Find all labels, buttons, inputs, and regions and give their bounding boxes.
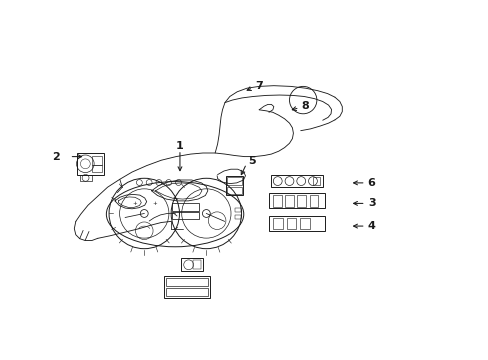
Bar bbox=[227, 177, 241, 185]
Text: 2: 2 bbox=[52, 152, 60, 162]
Bar bbox=[227, 186, 241, 194]
Bar bbox=[163, 276, 210, 298]
Text: +: + bbox=[152, 201, 156, 206]
Bar bbox=[285, 195, 293, 207]
Bar bbox=[297, 195, 305, 207]
Bar bbox=[166, 288, 207, 297]
Bar bbox=[272, 218, 282, 229]
Bar bbox=[235, 208, 241, 212]
Bar bbox=[172, 212, 199, 219]
Bar bbox=[181, 258, 203, 271]
Text: 5: 5 bbox=[247, 156, 255, 166]
Text: 4: 4 bbox=[367, 221, 375, 231]
Bar bbox=[312, 177, 320, 185]
Bar bbox=[166, 278, 207, 287]
Bar bbox=[77, 153, 104, 175]
Bar bbox=[268, 193, 325, 208]
Bar bbox=[309, 195, 318, 207]
Text: 1: 1 bbox=[176, 141, 183, 151]
Bar bbox=[271, 175, 322, 187]
Text: 7: 7 bbox=[255, 81, 263, 91]
Bar bbox=[272, 195, 281, 207]
Text: 6: 6 bbox=[367, 178, 375, 188]
Bar bbox=[172, 203, 199, 211]
Bar bbox=[300, 218, 309, 229]
Text: 8: 8 bbox=[301, 101, 309, 111]
Bar bbox=[268, 216, 325, 231]
Bar bbox=[286, 218, 296, 229]
Bar bbox=[80, 175, 92, 181]
Bar bbox=[235, 215, 241, 219]
Bar bbox=[225, 176, 243, 195]
Bar bbox=[92, 156, 102, 165]
Text: 3: 3 bbox=[367, 198, 375, 208]
Bar bbox=[193, 260, 201, 269]
Text: +: + bbox=[132, 201, 136, 206]
Bar bbox=[92, 165, 102, 172]
